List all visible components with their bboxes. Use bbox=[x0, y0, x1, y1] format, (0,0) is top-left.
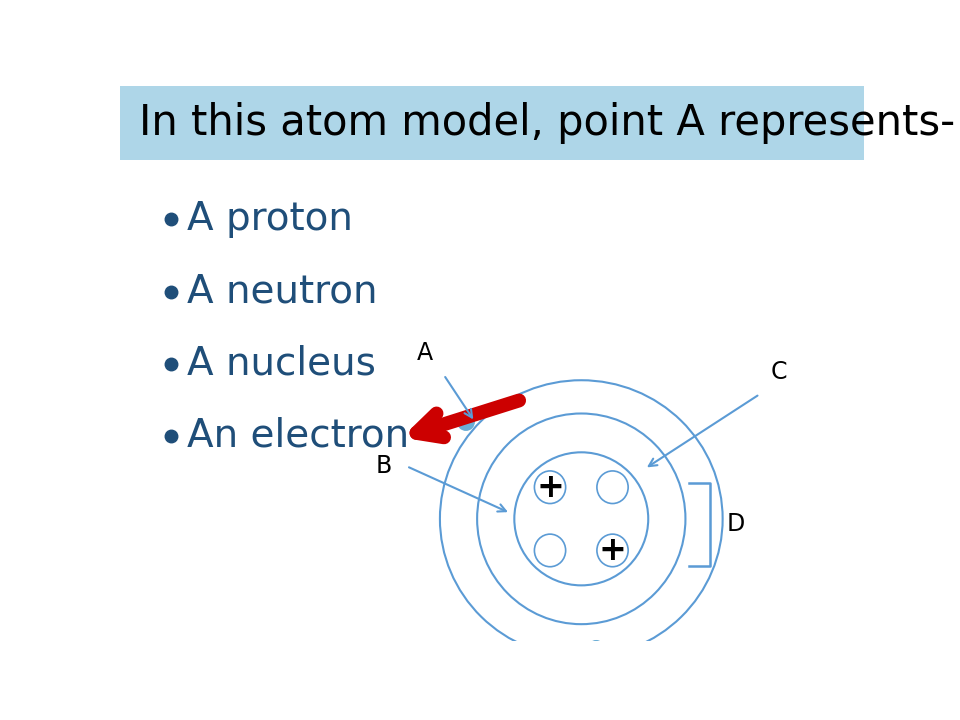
Ellipse shape bbox=[588, 640, 605, 658]
FancyBboxPatch shape bbox=[120, 86, 864, 160]
Text: C: C bbox=[770, 360, 786, 384]
Text: +: + bbox=[536, 471, 564, 504]
Text: A proton: A proton bbox=[187, 200, 353, 238]
Text: +: + bbox=[599, 534, 627, 567]
Text: A nucleus: A nucleus bbox=[187, 345, 375, 382]
Ellipse shape bbox=[457, 413, 475, 431]
Text: A neutron: A neutron bbox=[187, 273, 377, 310]
Text: In this atom model, point A represents-: In this atom model, point A represents- bbox=[138, 102, 955, 144]
Text: D: D bbox=[727, 513, 745, 536]
Text: B: B bbox=[376, 454, 393, 478]
Text: An electron: An electron bbox=[187, 417, 409, 454]
Text: A: A bbox=[417, 341, 433, 364]
